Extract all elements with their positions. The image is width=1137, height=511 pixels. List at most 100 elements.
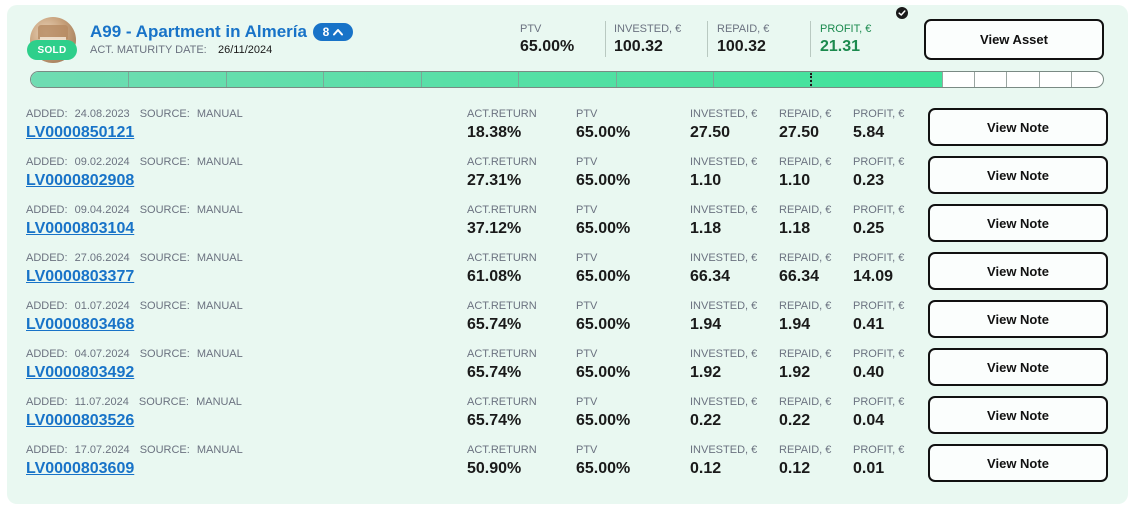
col-value: 0.23 bbox=[853, 172, 885, 189]
note-profit: PROFIT, € 0.04 bbox=[853, 396, 904, 430]
col-label: INVESTED, € bbox=[690, 108, 758, 120]
sold-badge: SOLD bbox=[27, 40, 77, 60]
col-label: INVESTED, € bbox=[690, 444, 758, 456]
note-act-return: ACT.RETURN 65.74% bbox=[467, 300, 537, 334]
stat-label: REPAID, € bbox=[717, 23, 770, 35]
col-label: PROFIT, € bbox=[853, 348, 905, 360]
col-label: REPAID, € bbox=[779, 204, 832, 216]
note-id-link[interactable]: LV0000803468 bbox=[26, 316, 135, 333]
col-label: PTV bbox=[576, 444, 598, 456]
col-label: PTV bbox=[576, 252, 598, 264]
col-value: 65.00% bbox=[576, 172, 631, 189]
view-note-button[interactable]: View Note bbox=[928, 156, 1108, 194]
col-label: PROFIT, € bbox=[853, 156, 905, 168]
added-date: 04.07.2024 bbox=[74, 348, 130, 360]
note-meta: ADDED: 11.07.2024 SOURCE: MANUAL bbox=[26, 396, 242, 408]
note-invested: INVESTED, € 66.34 bbox=[690, 252, 757, 286]
col-label: PROFIT, € bbox=[853, 444, 905, 456]
view-note-button[interactable]: View Note bbox=[928, 204, 1108, 242]
stat-value: 100.32 bbox=[614, 38, 663, 55]
note-id-link[interactable]: LV0000850121 bbox=[26, 124, 135, 141]
col-label: INVESTED, € bbox=[690, 300, 758, 312]
col-value: 65.00% bbox=[576, 220, 631, 237]
col-value: 65.00% bbox=[576, 316, 631, 333]
source-value: MANUAL bbox=[196, 348, 243, 360]
notes-count-toggle[interactable]: 8 bbox=[313, 23, 353, 41]
col-label: INVESTED, € bbox=[690, 204, 758, 216]
col-value: 1.10 bbox=[779, 172, 811, 189]
note-id-link[interactable]: LV0000802908 bbox=[26, 172, 135, 189]
note-repaid: REPAID, € 0.22 bbox=[779, 396, 831, 430]
stat-value: 65.00% bbox=[520, 38, 575, 55]
added-date: 09.04.2024 bbox=[74, 204, 130, 216]
source-label: SOURCE: bbox=[138, 396, 189, 408]
col-label: PTV bbox=[576, 396, 598, 408]
col-value: 27.50 bbox=[779, 124, 820, 141]
note-id-link[interactable]: LV0000803609 bbox=[26, 460, 135, 477]
view-note-button[interactable]: View Note bbox=[928, 300, 1108, 338]
progress-tick bbox=[128, 72, 129, 87]
view-note-button[interactable]: View Note bbox=[928, 252, 1108, 290]
col-value: 0.41 bbox=[853, 316, 885, 333]
col-value: 65.00% bbox=[576, 412, 631, 429]
view-note-button[interactable]: View Note bbox=[928, 396, 1108, 434]
note-row: ADDED: 11.07.2024 SOURCE: MANUAL LV0000803… bbox=[7, 396, 1128, 444]
divider bbox=[707, 21, 708, 57]
source-label: SOURCE: bbox=[139, 156, 190, 168]
note-id-link[interactable]: LV0000803104 bbox=[26, 220, 135, 237]
col-value: 0.22 bbox=[690, 412, 722, 429]
source-value: MANUAL bbox=[196, 444, 243, 456]
note-row: ADDED: 04.07.2024 SOURCE: MANUAL LV0000803… bbox=[7, 348, 1128, 396]
note-invested: INVESTED, € 1.94 bbox=[690, 300, 757, 334]
col-label: ACT.RETURN bbox=[467, 108, 537, 120]
asset-title[interactable]: A99 - Apartment in Almería bbox=[90, 22, 307, 41]
note-repaid: REPAID, € 1.18 bbox=[779, 204, 831, 238]
note-row: ADDED: 09.02.2024 SOURCE: MANUAL LV0000802… bbox=[7, 156, 1128, 204]
col-value: 1.10 bbox=[690, 172, 722, 189]
note-invested: INVESTED, € 1.10 bbox=[690, 156, 757, 190]
col-value: 0.22 bbox=[779, 412, 811, 429]
col-label: REPAID, € bbox=[779, 444, 832, 456]
note-act-return: ACT.RETURN 50.90% bbox=[467, 444, 537, 478]
col-value: 0.25 bbox=[853, 220, 885, 237]
added-label: ADDED: bbox=[26, 348, 68, 360]
col-value: 1.92 bbox=[779, 364, 811, 381]
source-label: SOURCE: bbox=[139, 252, 190, 264]
note-id-link[interactable]: LV0000803377 bbox=[26, 268, 135, 285]
col-value: 0.12 bbox=[779, 460, 811, 477]
col-label: ACT.RETURN bbox=[467, 252, 537, 264]
repayment-progress-bar bbox=[30, 71, 1104, 88]
col-value: 14.09 bbox=[853, 268, 894, 285]
maturity-date: 26/11/2024 bbox=[218, 44, 273, 56]
progress-fill bbox=[31, 72, 942, 87]
check-icon bbox=[896, 7, 908, 19]
view-asset-button[interactable]: View Asset bbox=[924, 19, 1104, 60]
note-act-return: ACT.RETURN 65.74% bbox=[467, 396, 537, 430]
note-id-link[interactable]: LV0000803492 bbox=[26, 364, 135, 381]
view-note-button[interactable]: View Note bbox=[928, 444, 1108, 482]
notes-count: 8 bbox=[322, 25, 330, 39]
col-value: 65.00% bbox=[576, 364, 631, 381]
col-label: PROFIT, € bbox=[853, 300, 905, 312]
progress-tick bbox=[421, 72, 422, 87]
progress-tick bbox=[226, 72, 227, 87]
maturity-label: ACT. MATURITY DATE: bbox=[90, 44, 207, 56]
col-label: INVESTED, € bbox=[690, 348, 758, 360]
col-label: ACT.RETURN bbox=[467, 348, 537, 360]
source-value: MANUAL bbox=[196, 300, 243, 312]
view-note-button[interactable]: View Note bbox=[928, 348, 1108, 386]
note-ptv: PTV 65.00% bbox=[576, 444, 630, 478]
note-repaid: REPAID, € 1.10 bbox=[779, 156, 831, 190]
col-label: REPAID, € bbox=[779, 156, 832, 168]
view-note-button[interactable]: View Note bbox=[928, 108, 1108, 146]
col-label: REPAID, € bbox=[779, 108, 832, 120]
col-label: INVESTED, € bbox=[690, 252, 758, 264]
note-profit: PROFIT, € 0.23 bbox=[853, 156, 904, 190]
source-label: SOURCE: bbox=[139, 108, 190, 120]
col-label: PTV bbox=[576, 156, 598, 168]
source-value: MANUAL bbox=[196, 156, 243, 168]
note-id-link[interactable]: LV0000803526 bbox=[26, 412, 135, 429]
added-label: ADDED: bbox=[26, 156, 68, 168]
note-row: ADDED: 01.07.2024 SOURCE: MANUAL LV0000803… bbox=[7, 300, 1128, 348]
note-ptv: PTV 65.00% bbox=[576, 300, 630, 334]
